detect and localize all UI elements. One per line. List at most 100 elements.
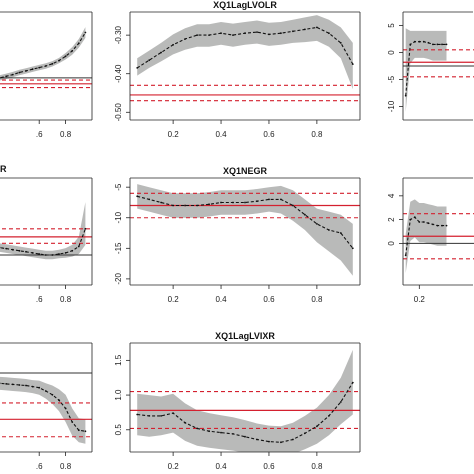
- y-tick-label: 0: [387, 241, 396, 246]
- x-tick-label: 0.8: [60, 295, 72, 304]
- estimate-point: [432, 43, 434, 46]
- confidence-band: [137, 349, 353, 452]
- estimate-point: [51, 254, 54, 256]
- panel-title: XQ1LagLVOLR: [213, 0, 277, 10]
- y-tick-label: -0.50: [114, 103, 123, 122]
- estimate-point: [51, 393, 54, 396]
- estimate-point: [11, 73, 14, 76]
- panel-frame: [0, 11, 93, 121]
- x-tick-label: .6: [36, 295, 43, 304]
- estimate-point: [232, 433, 234, 435]
- estimate-point: [351, 247, 354, 250]
- estimate-point: [18, 249, 21, 252]
- estimate-point: [232, 34, 234, 36]
- estimate-point: [148, 198, 151, 201]
- panel-frame: [129, 11, 361, 121]
- estimate-point: [304, 432, 306, 435]
- estimate-point: [77, 42, 80, 45]
- estimate-point: [432, 223, 434, 226]
- estimate-point: [71, 249, 74, 252]
- estimate-point: [404, 94, 407, 97]
- estimate-point: [5, 383, 8, 385]
- estimate-point: [445, 43, 448, 46]
- x-tick-label: .6: [36, 130, 43, 139]
- estimate-point: [422, 40, 425, 43]
- x-tick-label: 0.8: [311, 295, 323, 304]
- estimate-point: [445, 224, 448, 227]
- estimate-point: [0, 382, 1, 385]
- estimate-point: [58, 59, 60, 62]
- estimate-point: [268, 198, 270, 201]
- estimate-point: [196, 34, 199, 36]
- estimate-point: [292, 30, 294, 33]
- estimate-point: [184, 421, 187, 424]
- estimate-point: [51, 62, 54, 65]
- estimate-point: [5, 75, 8, 78]
- estimate-point: [160, 51, 163, 54]
- estimate-point: [418, 221, 421, 223]
- x-tick-label: .6: [36, 462, 43, 471]
- estimate-point: [184, 38, 187, 40]
- estimate-point: [71, 50, 74, 52]
- estimate-point: [422, 221, 425, 223]
- estimate-point: [316, 425, 318, 428]
- y-tick-label: -5: [114, 183, 123, 191]
- x-tick-label: 0.6: [263, 130, 275, 139]
- estimate-point: [136, 67, 139, 69]
- estimate-point: [184, 204, 187, 207]
- y-tick-label: 2: [387, 217, 396, 222]
- confidence-band: [0, 202, 86, 260]
- confidence-band: [0, 376, 86, 444]
- estimate-point: [25, 70, 27, 72]
- estimate-point: [351, 63, 354, 65]
- estimate-point: [0, 77, 1, 79]
- confidence-band: [405, 28, 447, 112]
- estimate-point: [31, 385, 34, 388]
- estimate-point: [232, 201, 234, 204]
- estimate-point: [148, 59, 151, 62]
- estimate-point: [208, 203, 211, 206]
- estimate-point: [160, 201, 163, 204]
- estimate-point: [256, 31, 258, 33]
- panel-p-r1c1: .6 0.8: [0, 11, 93, 139]
- estimate-point: [351, 381, 354, 384]
- x-tick-label: 0.8: [60, 462, 72, 471]
- estimate-point: [280, 32, 282, 35]
- estimate-point: [339, 401, 342, 403]
- panel-frame: [0, 177, 93, 286]
- estimate-point: [339, 232, 342, 234]
- x-tick-label: 0.8: [311, 130, 323, 139]
- estimate-point: [427, 222, 430, 225]
- estimate-point: [316, 223, 318, 225]
- estimate-point: [11, 383, 14, 386]
- confidence-band: [137, 184, 353, 276]
- estimate-point: [58, 399, 60, 402]
- estimate-point: [44, 390, 47, 392]
- estimate-point: [244, 435, 246, 438]
- x-tick-label: 0.2: [168, 130, 180, 139]
- estimate-point: [31, 68, 34, 71]
- x-tick-label: 0.2: [168, 462, 180, 471]
- x-tick-label: 0.4: [215, 462, 227, 471]
- y-tick-label: 0: [387, 50, 396, 55]
- y-tick-label: 5: [387, 23, 396, 28]
- x-tick-label: 0.2: [414, 295, 426, 304]
- panel-title: XQ1NEGR: [223, 166, 268, 176]
- panel-frame: [0, 342, 93, 453]
- estimate-point: [71, 421, 74, 423]
- estimate-point: [18, 71, 21, 74]
- estimate-point: [292, 438, 294, 441]
- panel-frame: [402, 11, 473, 121]
- estimate-point: [328, 32, 330, 35]
- y-tick-label: -0.40: [114, 64, 123, 83]
- confidence-band: [137, 15, 353, 90]
- estimate-point: [220, 32, 222, 35]
- x-tick-label: 0.8: [60, 130, 72, 139]
- panel-title: XQ1LagLVIXR: [215, 331, 275, 341]
- x-tick-label: 0.4: [215, 130, 227, 139]
- estimate-point: [58, 253, 60, 255]
- estimate-point: [413, 216, 416, 219]
- y-tick-label: -20: [114, 273, 123, 285]
- estimate-point: [25, 384, 27, 387]
